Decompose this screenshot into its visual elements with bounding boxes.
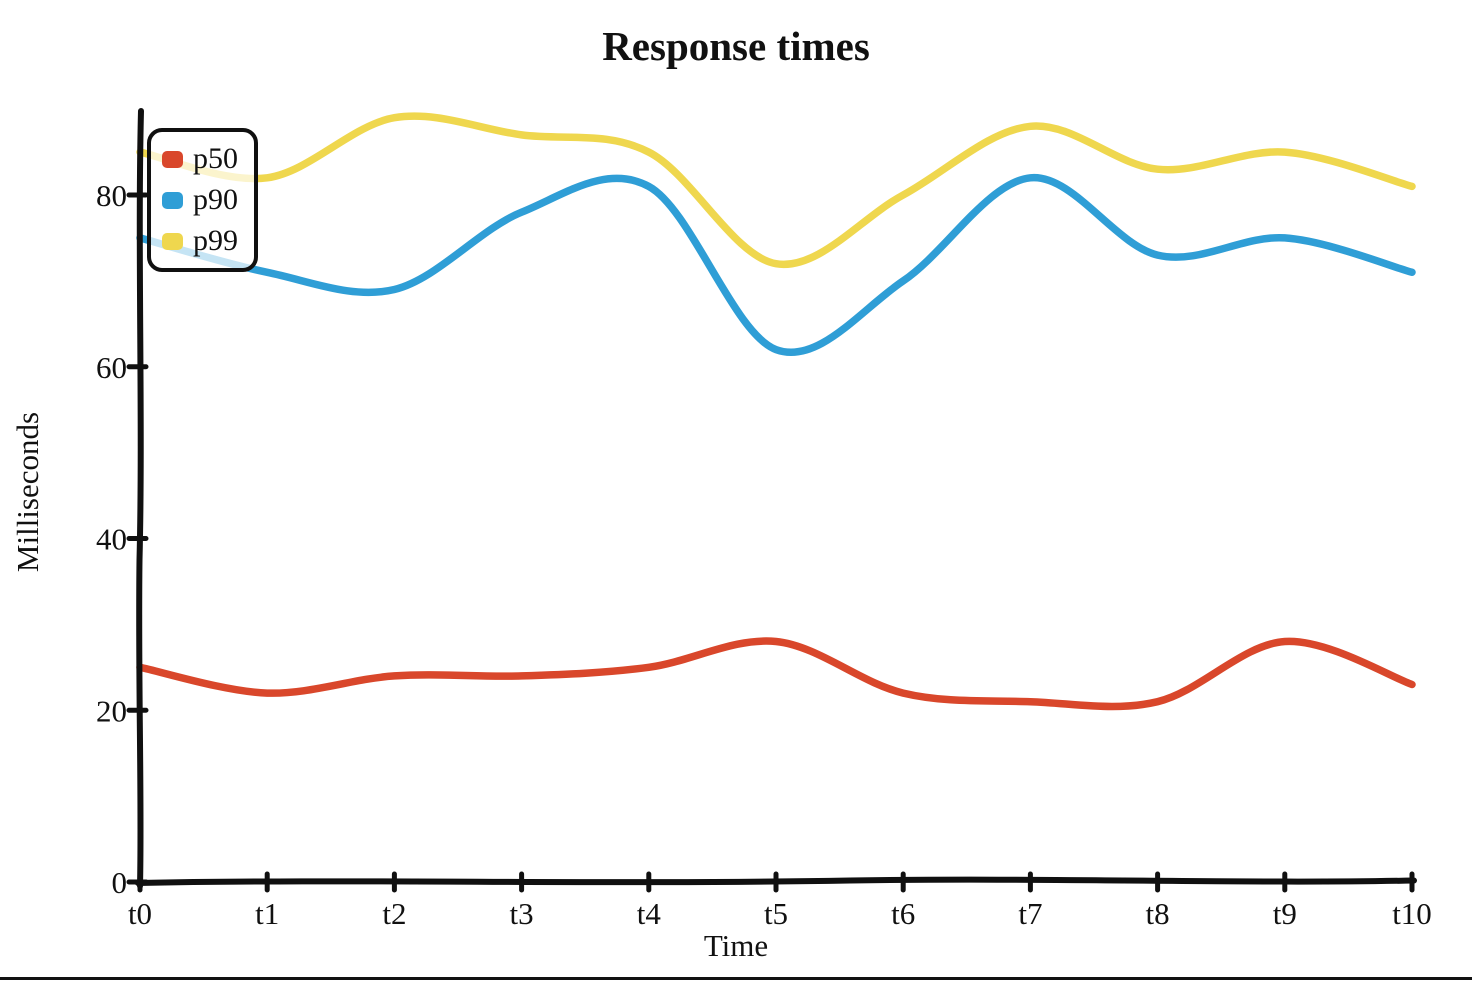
x-tick-label: t1 bbox=[255, 896, 279, 931]
y-tick-label: 60 bbox=[96, 350, 127, 385]
chart-title: Response times bbox=[602, 23, 870, 69]
x-tick-label: t4 bbox=[637, 896, 662, 931]
series-line-p50 bbox=[136, 637, 1416, 711]
y-tick-label: 80 bbox=[96, 178, 127, 213]
legend-swatch-p90 bbox=[162, 191, 183, 209]
y-tick-label: 40 bbox=[96, 522, 127, 557]
y-axis-line bbox=[136, 108, 144, 889]
x-tick-label: t9 bbox=[1273, 896, 1297, 931]
legend-swatch-p99 bbox=[162, 232, 183, 250]
legend: p50 p90 p99 bbox=[147, 128, 258, 272]
legend-item-label: p99 bbox=[193, 224, 238, 257]
x-tick-label: t5 bbox=[764, 896, 788, 931]
y-tick-label: 0 bbox=[112, 865, 128, 900]
x-tick-label: t7 bbox=[1018, 896, 1042, 931]
series-line-p99 bbox=[136, 112, 1416, 269]
series-line-p90 bbox=[136, 174, 1416, 356]
x-tick-label: t10 bbox=[1392, 896, 1432, 931]
x-axis-line bbox=[135, 876, 1417, 886]
x-tick-label: t8 bbox=[1146, 896, 1170, 931]
bottom-border bbox=[0, 977, 1472, 980]
y-tick-label: 20 bbox=[96, 693, 127, 728]
x-tick-label: t6 bbox=[891, 896, 915, 931]
legend-swatch-p50 bbox=[162, 150, 183, 168]
legend-item-p50: p50 bbox=[162, 141, 238, 177]
x-tick-label: t0 bbox=[128, 896, 152, 931]
x-axis-label: Time bbox=[703, 928, 769, 963]
x-tick-label: t2 bbox=[382, 896, 406, 931]
legend-item-label: p50 bbox=[193, 142, 238, 175]
y-axis-label: Milliseconds bbox=[10, 411, 45, 573]
legend-item-p90: p90 bbox=[162, 182, 238, 218]
legend-item-label: p90 bbox=[193, 183, 238, 216]
legend-item-p99: p99 bbox=[162, 223, 238, 259]
x-tick-label: t3 bbox=[510, 896, 534, 931]
